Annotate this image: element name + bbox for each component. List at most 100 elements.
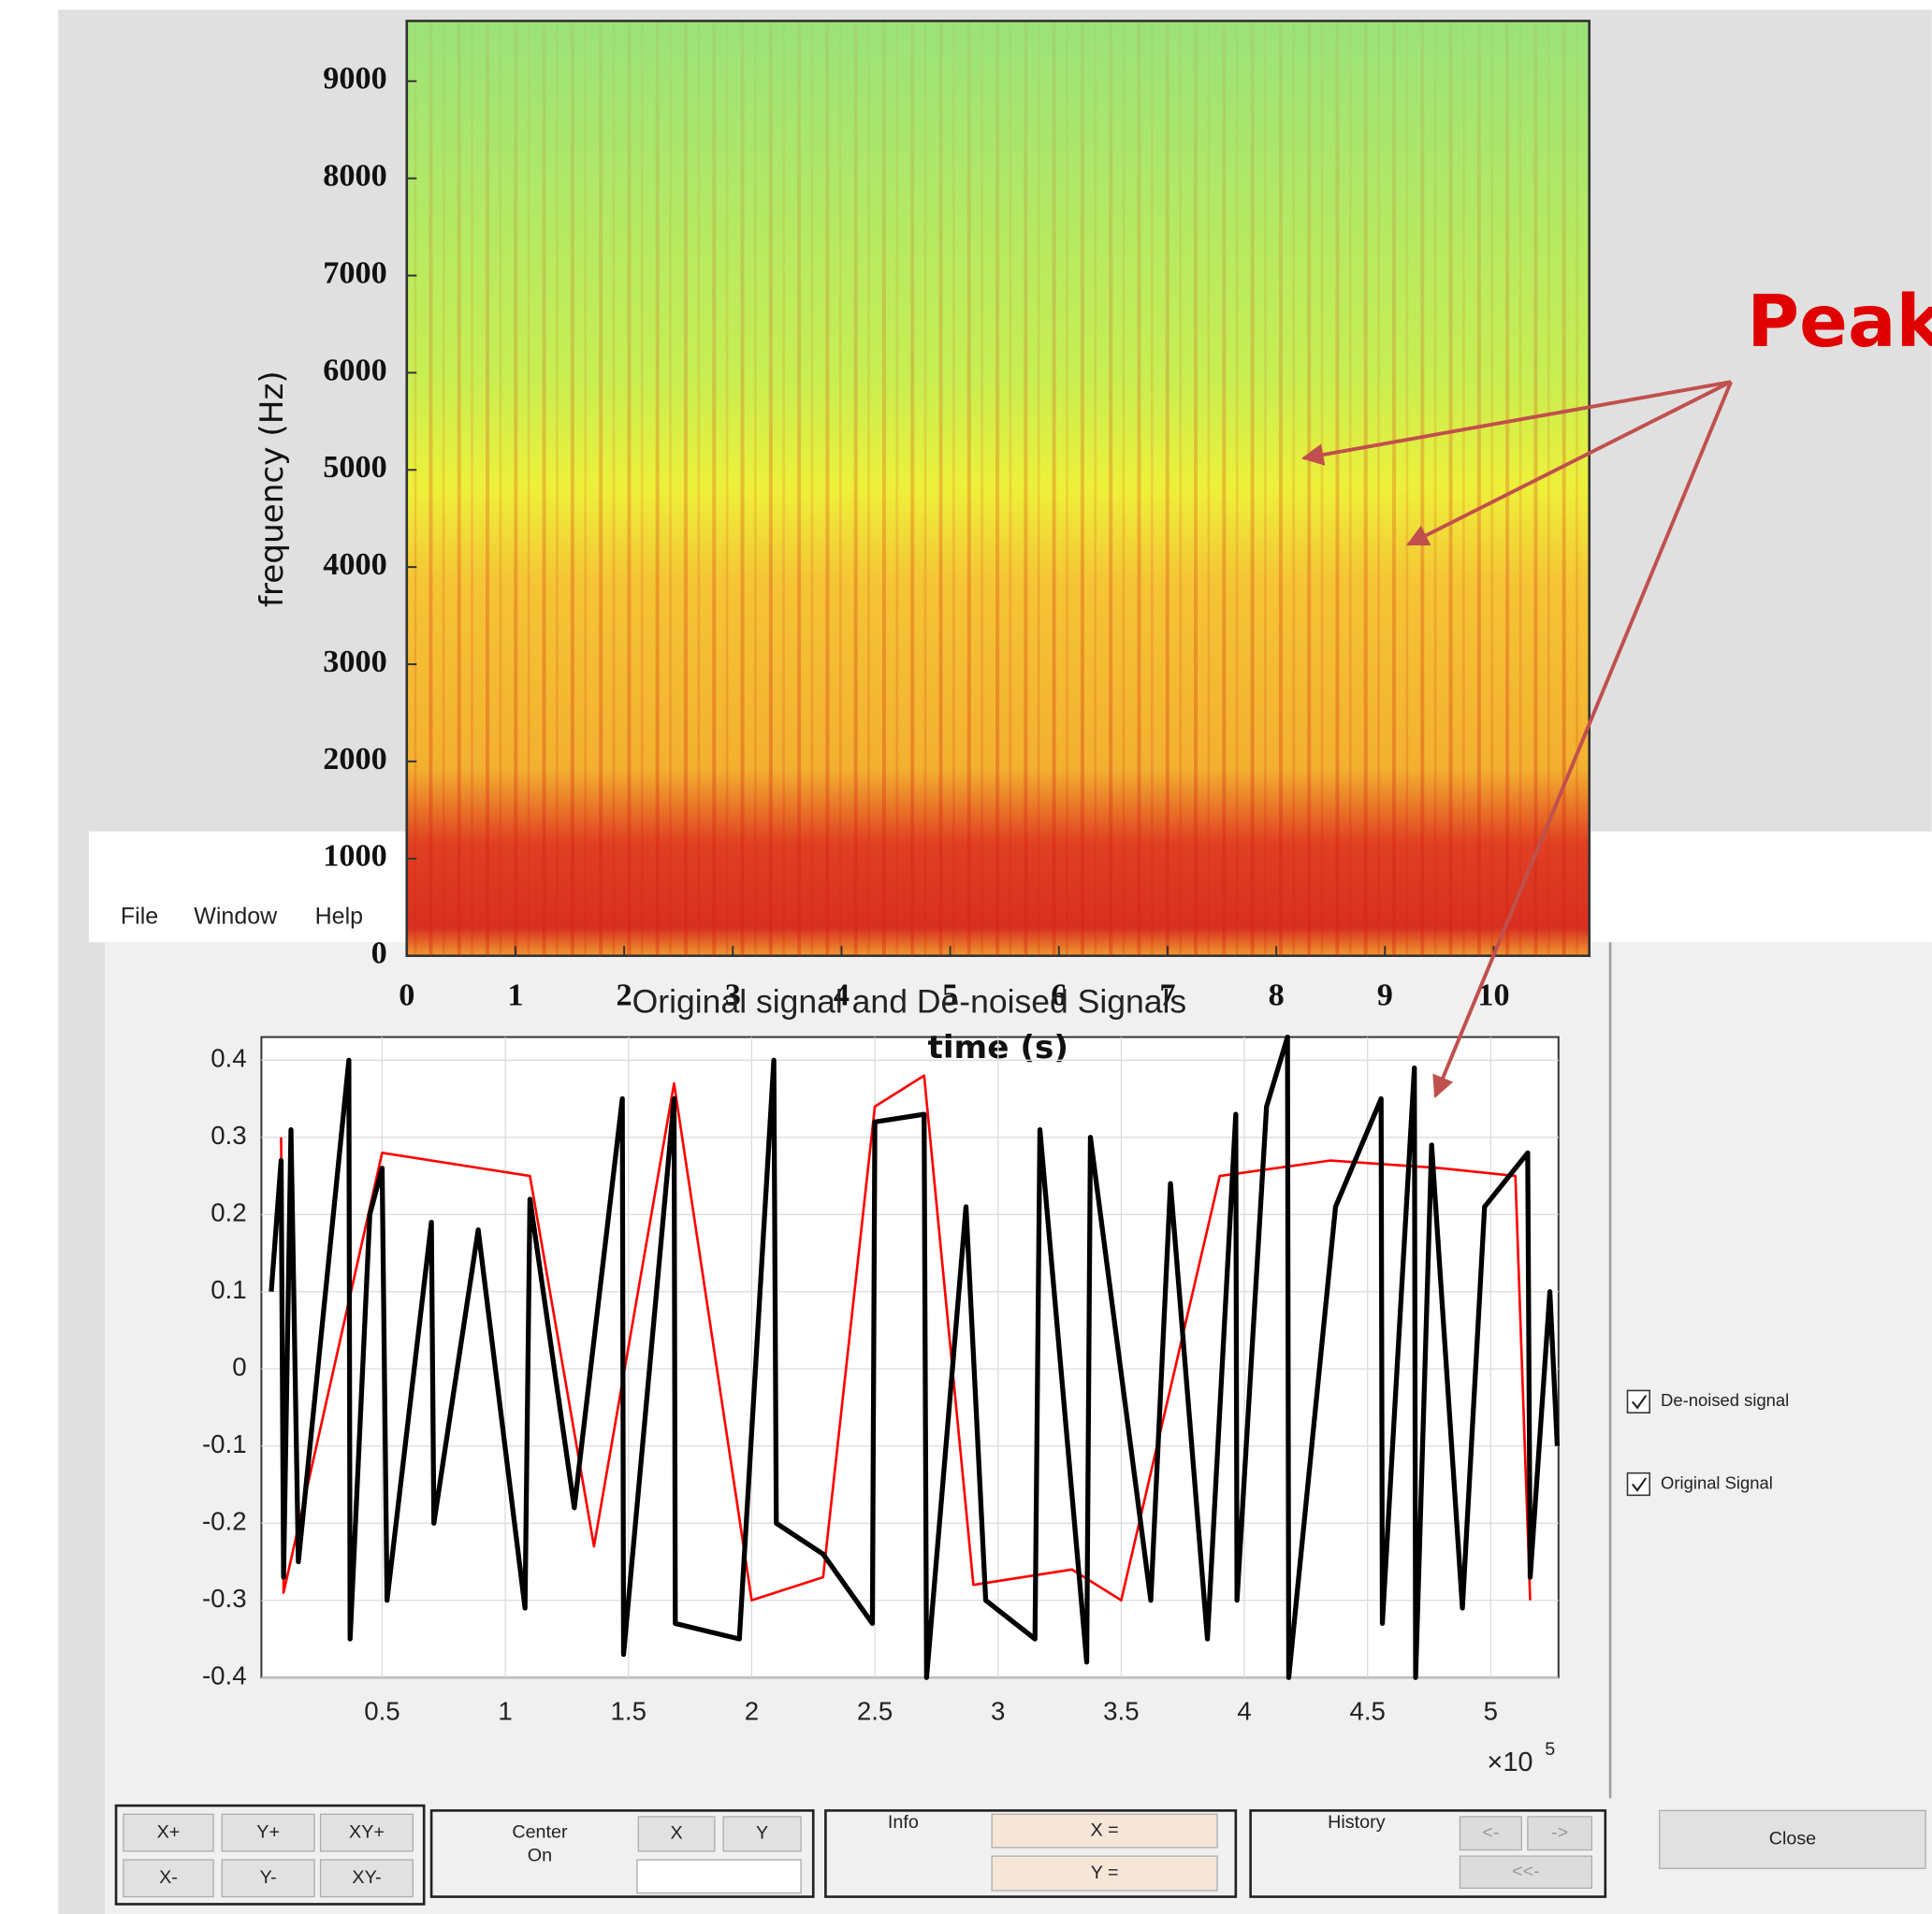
button-face[interactable] (991, 1813, 1218, 1849)
x-tick-label: 9 (1377, 977, 1393, 1012)
menu-item[interactable]: File (121, 903, 158, 929)
button-face[interactable] (991, 1855, 1218, 1892)
y-tick-label: 2000 (323, 741, 386, 776)
checkbox-check (1631, 1477, 1648, 1492)
button-label: <- (1482, 1822, 1499, 1843)
x-tick-label: 4.5 (1350, 1697, 1386, 1726)
button-label: Y = (1091, 1863, 1119, 1883)
button-face[interactable] (319, 1813, 414, 1852)
annotation: Peaks (1747, 281, 1932, 364)
chart-title: Original signal and De-noised Signals (632, 982, 1187, 1020)
button[interactable]: <- (1459, 1816, 1522, 1851)
group-box (114, 1804, 426, 1906)
button-label: X (671, 1823, 683, 1844)
button[interactable]: X (637, 1816, 716, 1852)
button-label: X = (1091, 1820, 1119, 1840)
legend-checkbox[interactable]: Original Signal (1626, 1472, 1773, 1497)
group-box (824, 1809, 1238, 1898)
x-tick-label: 6 (1051, 977, 1067, 1012)
button-face[interactable] (722, 1816, 802, 1852)
annotation-arrow (1432, 381, 1733, 1098)
text-field[interactable] (636, 1859, 802, 1894)
content: 0 1000 2000 3000 4000 5000 6000 7000 8000 9000 0 1 2… (114, 61, 1932, 1906)
group-box (1249, 1809, 1607, 1898)
button-label: <<- (1512, 1861, 1540, 1881)
menu-item[interactable]: Window (194, 903, 278, 929)
button-label: XY- (352, 1867, 381, 1888)
legend-label: De-noised signal (1661, 1390, 1789, 1410)
button[interactable]: Y (722, 1816, 802, 1852)
group-label: Info (888, 1812, 919, 1833)
signal-line (269, 1034, 1561, 1680)
button-face[interactable] (637, 1816, 716, 1852)
menu-item[interactable]: Help (315, 903, 363, 929)
button[interactable]: Y = (991, 1855, 1218, 1892)
checkbox-box[interactable] (1626, 1472, 1651, 1497)
x-tick-label: 4 (834, 977, 850, 1012)
group-label: History (1328, 1812, 1386, 1833)
button-face[interactable] (123, 1813, 214, 1852)
y-tick-label: 6000 (323, 352, 386, 387)
group-label: On (528, 1845, 552, 1865)
group-label: Center (512, 1821, 568, 1842)
y-tick-label: 1000 (323, 838, 386, 874)
button-label: XY+ (349, 1821, 385, 1842)
y-tick-label: 3000 (323, 644, 386, 679)
button-face[interactable] (1459, 1855, 1592, 1890)
button[interactable]: XY+ (319, 1813, 414, 1852)
y-tick-label: 0.3 (211, 1121, 246, 1150)
y-tick-label: -0.3 (202, 1584, 247, 1613)
x-tick-label: 1 (498, 1697, 512, 1726)
button[interactable]: XY- (319, 1859, 414, 1898)
checkbox-check (1631, 1395, 1648, 1410)
x-tick-label: 4 (1237, 1697, 1251, 1726)
button-face[interactable] (1459, 1816, 1522, 1851)
x-tick-label: 8 (1269, 977, 1285, 1012)
button-face[interactable] (1659, 1809, 1926, 1869)
button-face[interactable] (319, 1859, 414, 1898)
y-tick-label: -0.1 (202, 1429, 247, 1458)
button[interactable]: X+ (123, 1813, 214, 1852)
x-tick-label: 3.5 (1103, 1697, 1139, 1726)
x-tick-label: 1 (507, 977, 523, 1012)
x-tick-label: 3 (991, 1697, 1005, 1726)
button-label: X- (159, 1867, 178, 1888)
x-multiplier: ×10 (1487, 1747, 1533, 1777)
y-tick-label: 8000 (323, 158, 386, 194)
button-face[interactable] (1527, 1816, 1592, 1851)
x-tick-label: 5 (1484, 1697, 1498, 1726)
button[interactable]: -> (1527, 1816, 1592, 1851)
button-face[interactable] (221, 1813, 315, 1852)
y-tick-label: -0.4 (202, 1661, 247, 1690)
y-tick-label: 0.1 (211, 1275, 246, 1304)
signal-plot-area (260, 1036, 1560, 1679)
x-tick-label: 2.5 (857, 1697, 893, 1726)
button[interactable]: X- (123, 1859, 214, 1898)
button-face[interactable] (221, 1859, 315, 1898)
button[interactable]: Close (1659, 1809, 1926, 1869)
button-label: Close (1769, 1829, 1816, 1849)
button[interactable]: <<- (1459, 1855, 1592, 1890)
button[interactable]: Y+ (221, 1813, 315, 1852)
x-tick-label: 0 (399, 977, 414, 1012)
button-label: Y- (260, 1867, 277, 1888)
legend-checkbox[interactable]: De-noised signal (1626, 1389, 1790, 1414)
y-tick-label: 7000 (323, 254, 386, 290)
y-axis-label: frequency (Hz) (254, 370, 291, 607)
y-tick-label: 9000 (323, 61, 386, 96)
x-tick-label: 2 (617, 977, 632, 1012)
button[interactable]: Y- (221, 1859, 315, 1898)
y-tick-label: 0 (371, 935, 387, 971)
button[interactable]: X = (991, 1813, 1218, 1849)
x-tick-label: 2 (745, 1697, 759, 1726)
group-box (429, 1809, 815, 1898)
y-tick-label: 0.2 (211, 1198, 246, 1227)
y-tick-label: -0.2 (202, 1507, 247, 1536)
x-tick-label: 3 (725, 977, 741, 1012)
button-face[interactable] (123, 1859, 214, 1898)
checkbox-box[interactable] (1626, 1389, 1651, 1414)
annotation-arrow (1406, 380, 1732, 546)
y-tick-label: 0.4 (211, 1044, 246, 1073)
x-multiplier-exponent: 5 (1545, 1739, 1555, 1760)
